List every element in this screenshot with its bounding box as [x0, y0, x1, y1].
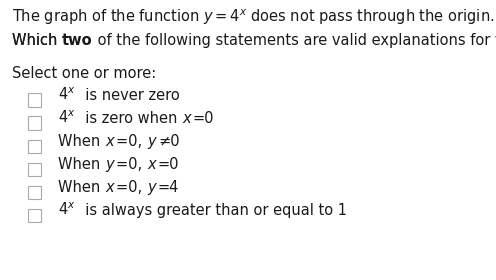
Bar	[28, 139, 41, 153]
Text: =0,: =0,	[116, 134, 147, 149]
Bar	[28, 186, 41, 199]
Bar	[28, 116, 41, 129]
Text: two: two	[62, 33, 93, 48]
Text: $\mathit{x}$: $\mathit{x}$	[147, 157, 158, 172]
Text: $\mathit{y}$: $\mathit{y}$	[147, 181, 158, 197]
Text: $4^{\mathit{x}}$: $4^{\mathit{x}}$	[58, 87, 75, 103]
Text: Which: Which	[12, 33, 62, 48]
Text: =0: =0	[158, 157, 180, 172]
Bar	[28, 209, 41, 221]
Text: $\mathit{x}$: $\mathit{x}$	[182, 111, 193, 126]
Text: $\mathit{y}$: $\mathit{y}$	[147, 135, 158, 151]
Text: =0,: =0,	[116, 157, 147, 172]
Text: When: When	[58, 180, 105, 195]
Text: When: When	[58, 157, 105, 172]
Text: $\mathit{x}$: $\mathit{x}$	[105, 180, 116, 195]
Text: The graph of the function $\mathit{y} = 4^{\mathit{x}}$ does not pass through th: The graph of the function $\mathit{y} = …	[12, 7, 495, 27]
Text: $\mathit{x}$: $\mathit{x}$	[105, 134, 116, 149]
Text: is always greater than or equal to 1: is always greater than or equal to 1	[75, 203, 347, 218]
Text: $4^{\mathit{x}}$: $4^{\mathit{x}}$	[58, 201, 75, 218]
Text: is zero when: is zero when	[75, 111, 182, 126]
Text: When: When	[58, 134, 105, 149]
Bar	[28, 162, 41, 176]
Text: Which: Which	[12, 33, 62, 48]
Text: of the following statements are valid explanations for this?: of the following statements are valid ex…	[93, 33, 496, 48]
Text: =0: =0	[193, 111, 214, 126]
Text: $4^{\mathit{x}}$: $4^{\mathit{x}}$	[58, 109, 75, 126]
Text: $\mathit{y}$: $\mathit{y}$	[105, 158, 116, 174]
Text: =0,: =0,	[116, 180, 147, 195]
Text: =4: =4	[158, 180, 180, 195]
Bar	[28, 94, 41, 106]
Text: ≠0: ≠0	[158, 134, 180, 149]
Text: Select one or more:: Select one or more:	[12, 66, 156, 81]
Text: is never zero: is never zero	[75, 88, 180, 103]
